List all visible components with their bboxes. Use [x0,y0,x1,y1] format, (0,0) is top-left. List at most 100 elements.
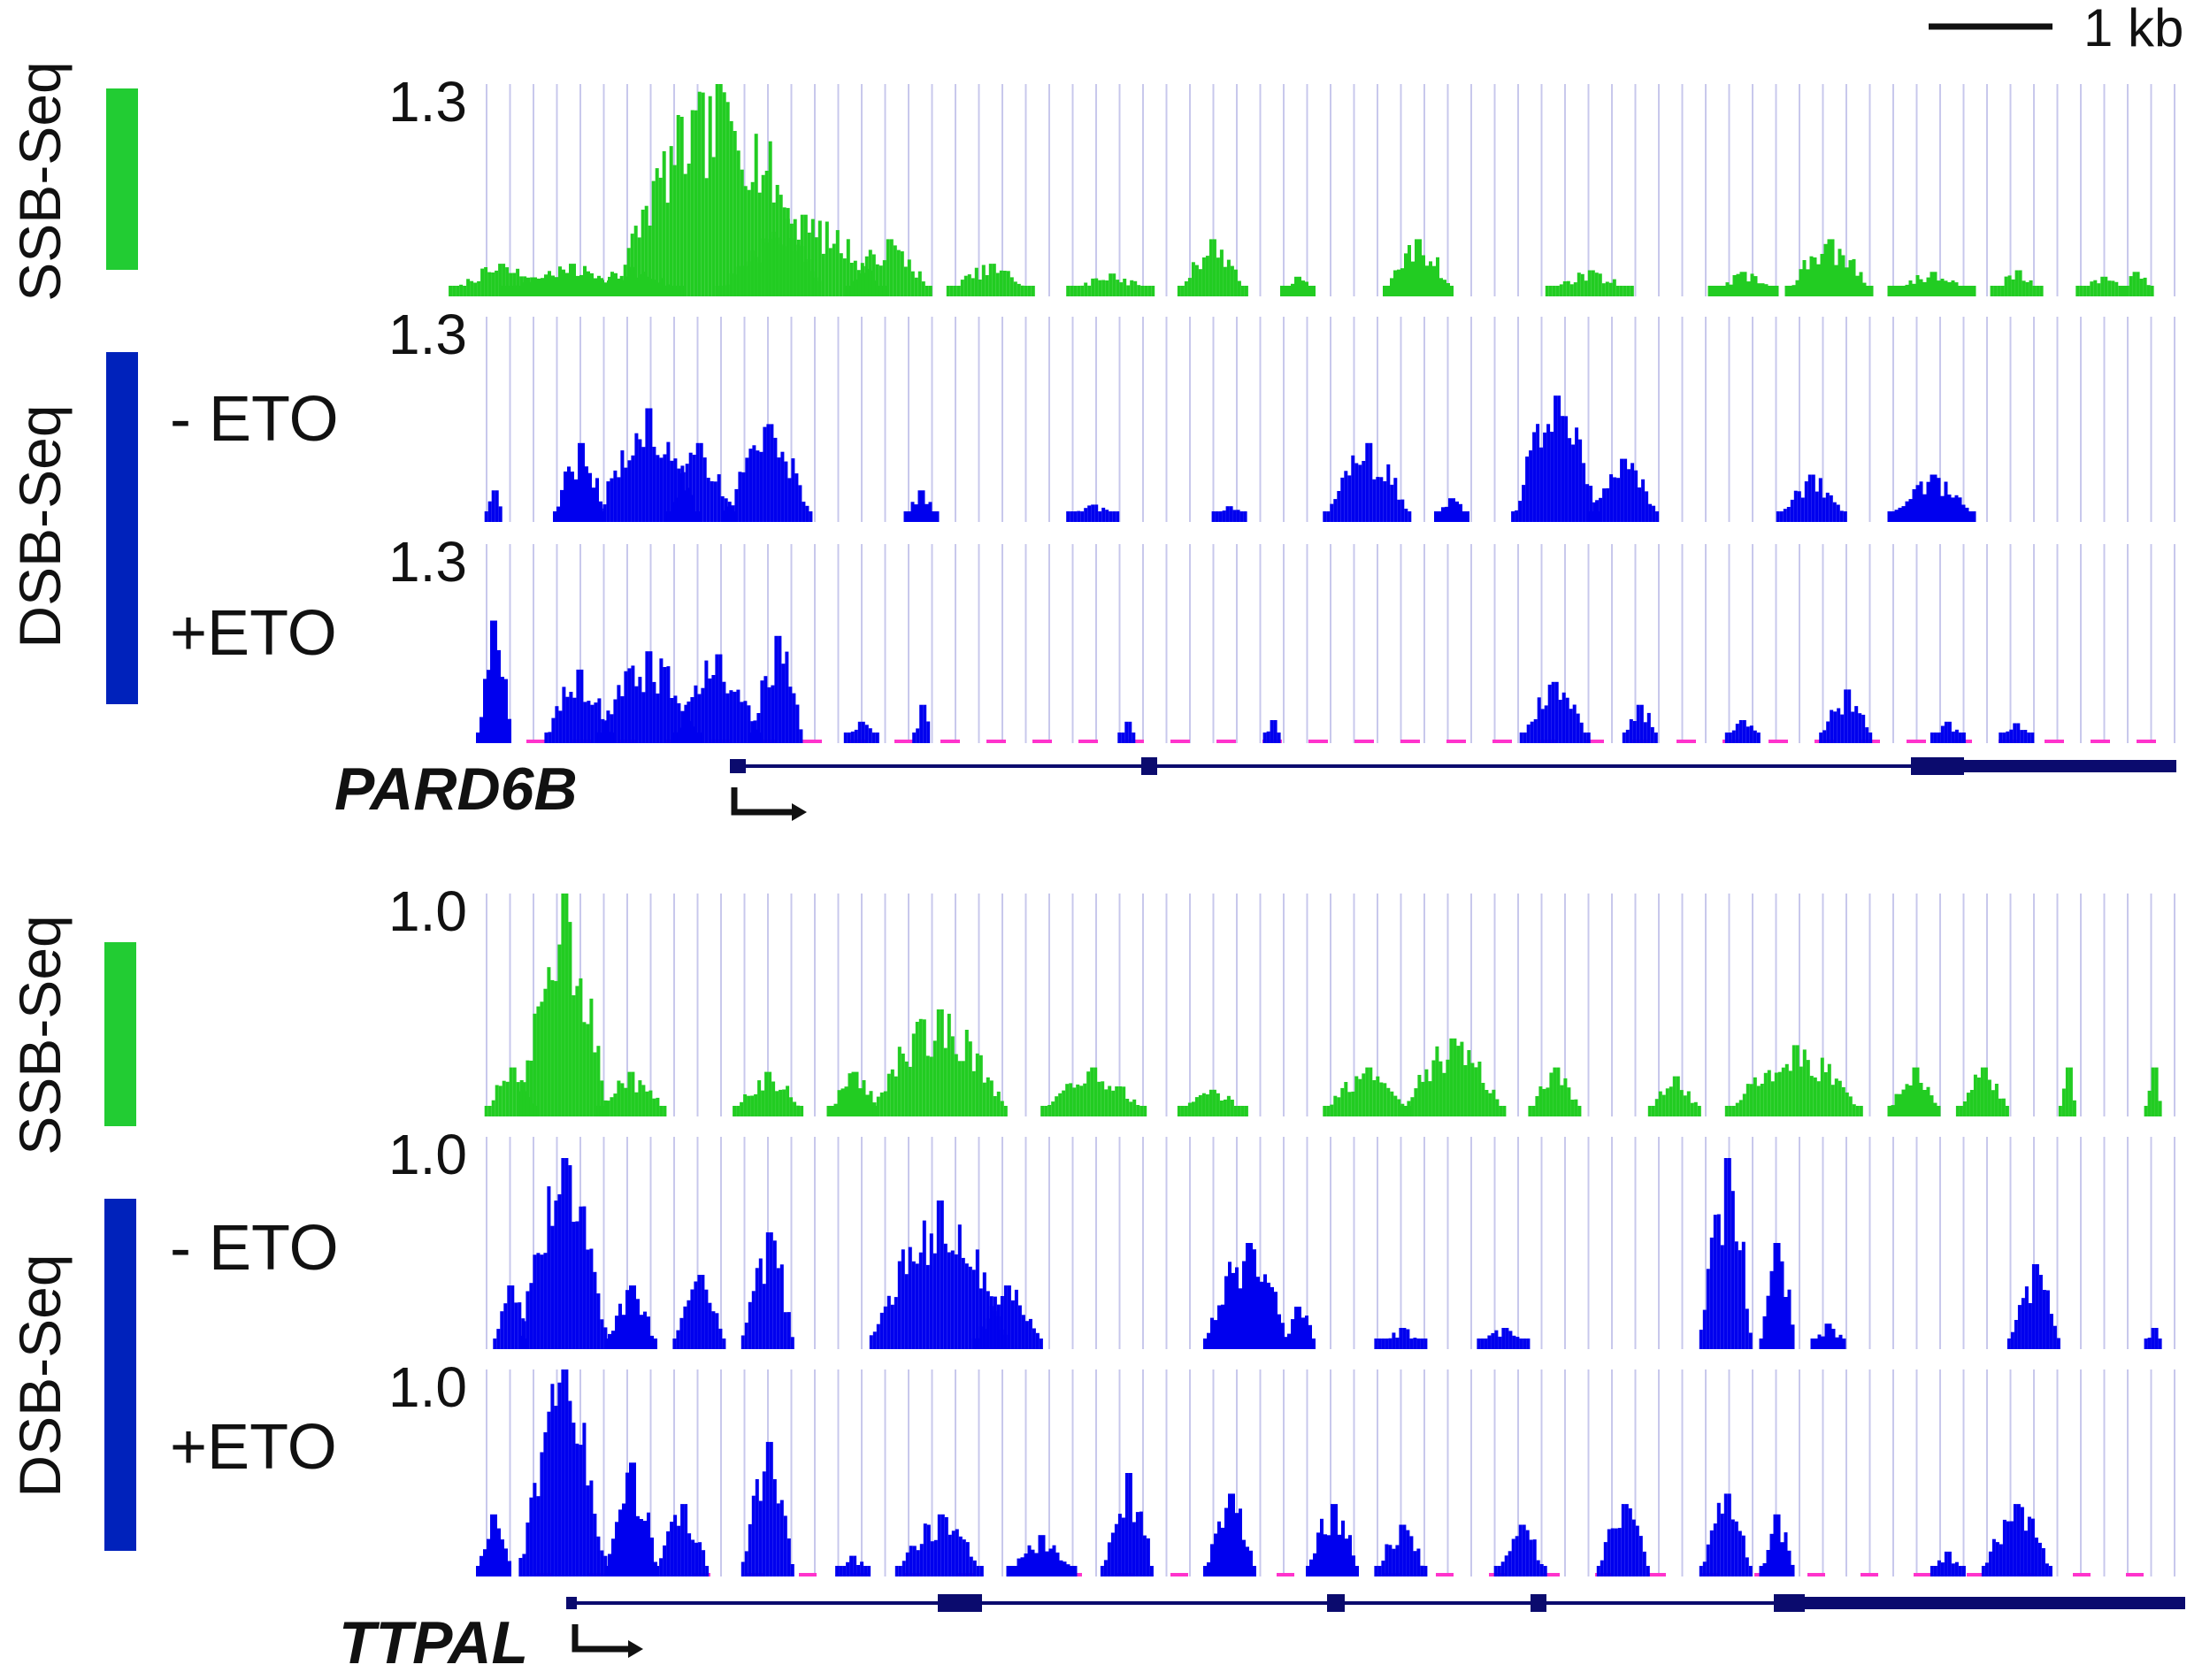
signal-bar [740,169,744,296]
signal-bar [764,1071,769,1116]
signal-bar [648,1090,653,1116]
signal-bar [1052,1545,1056,1576]
signal-bar [963,275,968,296]
signal-bar [1976,1078,1981,1116]
signal-bar [1044,1106,1048,1116]
signal-bar [652,1098,656,1116]
signal-bar [1144,286,1148,296]
signal-bar [923,1523,927,1576]
signal-bar [1385,1544,1389,1576]
signal-bar [1337,1097,1341,1116]
signal-bar [1596,1566,1600,1576]
signal-bar [1040,1106,1045,1116]
signal-bar [1762,1316,1767,1349]
signal-bar [918,1018,923,1116]
signal-bar [911,1261,916,1349]
signal-bar [908,1247,912,1349]
signal-bar [683,173,687,296]
signal-bar [1575,427,1579,522]
signal-bar [862,1080,866,1116]
signal-bar [1912,489,1916,522]
signal-bar [1487,1335,1492,1349]
signal-bar [1132,733,1136,743]
signal-bar [1830,1085,1835,1116]
signal-bar [869,1106,873,1116]
signal-bar [796,239,801,296]
signal-bar [603,282,607,296]
signal-bar [757,192,762,296]
signal-bar [1583,733,1587,743]
signal-bar [1969,1090,1974,1116]
signal-bar [629,1285,633,1349]
signal-bar [620,1083,625,1116]
signal-bar [1086,1071,1091,1116]
signal-bar [1958,733,1962,743]
signal-bar [800,214,804,296]
signal-bar [1231,1272,1235,1349]
signal-bar [1859,1106,1863,1116]
signal-bar [576,669,580,743]
signal-bar [1539,447,1544,522]
signal-bar [1894,1093,1899,1116]
signal-bar [1395,1338,1400,1349]
signal-bar [1116,280,1120,296]
signal-bar [981,265,986,296]
signal-bar [1523,1339,1527,1349]
signal-bar [1492,1089,1496,1116]
signal-bar [654,1339,657,1349]
track-dsb-plus-eto: 1.0 [388,1355,2175,1576]
condition-label-minus-eto: - ETO [170,1213,339,1284]
signal-bar [2021,1298,2025,1349]
signal-bar [641,1085,646,1116]
signal-bar [1608,282,1613,296]
signal-bar [754,257,758,296]
signal-bar [988,264,993,296]
panel-pard6b: SSB-Seq DSB-Seq - ETO +ETO 1.3 1.3 1.3 P… [7,61,2176,823]
signal-bar [1919,279,1923,296]
signal-bar [1393,270,1397,296]
signal-bar [1212,1089,1216,1116]
panel-ttpal: SSB-Seq DSB-Seq - ETO +ETO 1.0 1.0 1.0 T… [7,879,2185,1676]
signal-bar [547,1411,551,1576]
signal-bar [1933,1566,1937,1576]
signal-bar [1024,286,1028,296]
signal-bar [1912,283,1916,296]
signal-bar [558,266,562,296]
signal-bar [782,246,786,296]
signal-bar [1748,1332,1753,1349]
signal-bar [541,278,544,296]
signal-bar [889,239,894,296]
signal-bar [1402,1328,1407,1349]
signal-bar [1425,265,1429,296]
signal-bar [1891,1105,1895,1116]
signal-bar [1954,1561,1959,1576]
signal-bar [1706,1544,1710,1576]
signal-bar [2034,1538,2038,1576]
signal-bar [974,267,978,296]
gene-model-ttpal: TTPAL [339,1594,2185,1676]
signal-bar [1787,1550,1792,1576]
signal-bar [914,504,918,522]
signal-bar [940,1201,944,1349]
signal-bar [1439,278,1443,296]
signal-bar [1915,1067,1920,1116]
signal-bar [743,265,748,296]
signal-bar [1693,1101,1698,1116]
signal-bar [908,1066,912,1116]
signal-bar [814,237,818,296]
signal-bar [571,472,574,522]
signal-bar [688,452,693,522]
signal-bar [579,274,583,296]
signal-bar [529,1283,533,1349]
signal-bar [504,679,508,743]
signal-bar [964,1030,969,1116]
signal-bar [1098,280,1102,296]
signal-bar [1323,511,1327,522]
signal-bar [1725,282,1730,296]
signal-bar [1837,708,1841,743]
signal-bar [540,1254,544,1349]
signal-bar [971,278,975,296]
signal-bar [1519,733,1523,743]
signal-bar [1641,479,1646,522]
signal-bar [758,1258,763,1349]
